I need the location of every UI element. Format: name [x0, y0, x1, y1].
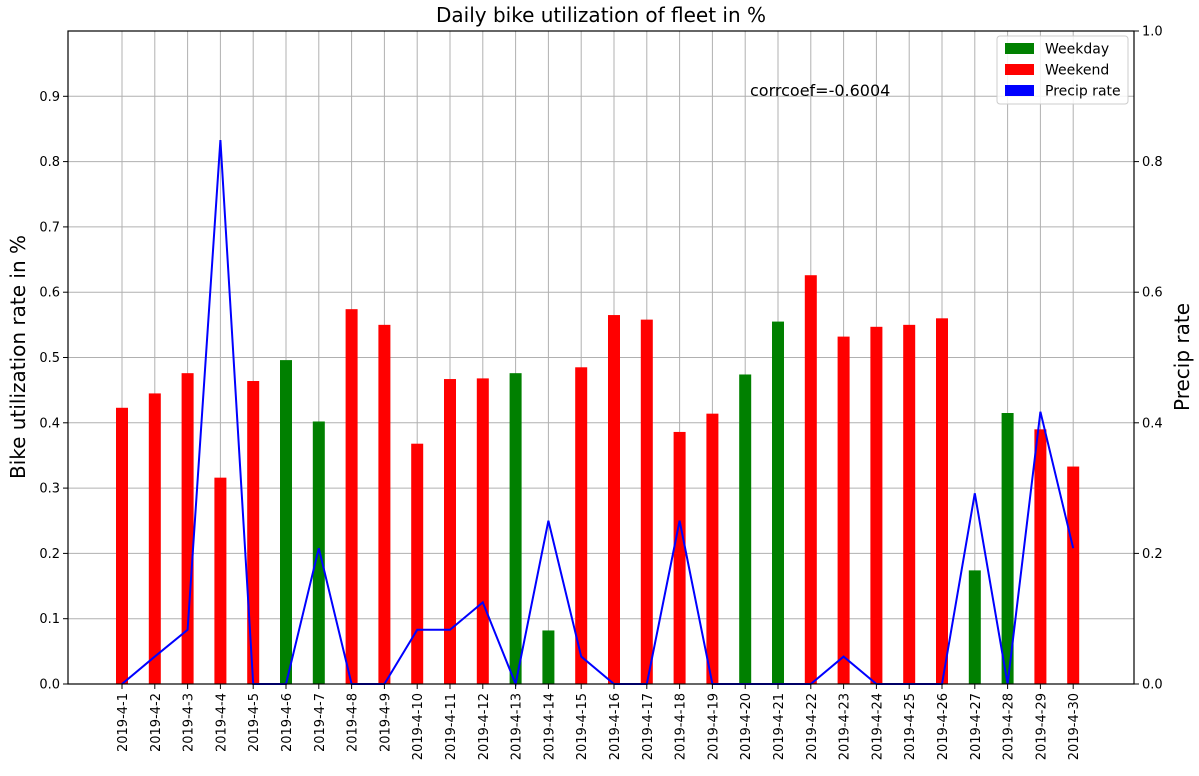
- y2-axis-label: Precip rate: [1170, 303, 1194, 411]
- x-tick-label: 2019-4-4: [214, 693, 229, 752]
- x-tick-label: 2019-4-16: [608, 693, 623, 760]
- bar-2019-4-7: [312, 421, 325, 684]
- y-tick-label: 0.8: [39, 155, 60, 170]
- bar-2019-4-21: [772, 321, 784, 684]
- y2-tick-label: 0.4: [1142, 416, 1163, 431]
- y-tick-label: 0.2: [39, 547, 60, 562]
- y2-tick-label: 0.8: [1142, 155, 1163, 170]
- precip-rate-line: [121, 139, 1075, 688]
- bar-2019-4-5: [247, 381, 260, 684]
- bar-2019-4-26: [936, 318, 948, 684]
- bar-2019-4-30: [1067, 466, 1080, 684]
- bar-2019-4-4: [214, 477, 227, 684]
- corrcoef-annotation: corrcoef=-0.6004: [750, 81, 890, 100]
- bar-2019-4-13: [509, 373, 522, 684]
- legend-swatch-weekday: [1005, 43, 1034, 54]
- bar-2019-4-15: [575, 367, 588, 684]
- bar-2019-4-25: [903, 324, 916, 684]
- y-tick-label: 0.7: [39, 220, 60, 235]
- legend-label: Weekday: [1045, 42, 1109, 58]
- x-tick-label: 2019-4-29: [1034, 693, 1049, 760]
- y2-tick-label: 1.0: [1142, 25, 1163, 40]
- y-tick-label: 0.9: [39, 90, 60, 105]
- bar-2019-4-9: [378, 324, 391, 684]
- x-tick-label: 2019-4-19: [706, 693, 721, 760]
- right-y-axis: 0.0 0.2 0.4 0.6 0.8 1.0: [1134, 25, 1163, 693]
- bar-2019-4-20: [739, 374, 752, 684]
- y-tick-label: 0.6: [39, 286, 60, 301]
- x-tick-label: 2019-4-24: [870, 693, 885, 760]
- x-tick-label: 2019-4-23: [838, 693, 853, 760]
- y-tick-label: 0.4: [39, 416, 60, 431]
- x-tick-label: 2019-4-15: [575, 693, 590, 760]
- bar-2019-4-14: [542, 630, 555, 684]
- bar-2019-4-6: [280, 360, 292, 684]
- bar-2019-4-28: [1001, 413, 1014, 684]
- bar-2019-4-1: [116, 407, 128, 684]
- legend-swatch-weekend: [1005, 64, 1034, 75]
- bar-2019-4-3: [181, 373, 194, 684]
- x-tick-label: 2019-4-28: [1002, 693, 1017, 760]
- bar-2019-4-12: [476, 378, 489, 684]
- x-tick-label: 2019-4-6: [280, 693, 295, 752]
- bar-2019-4-29: [1034, 429, 1047, 684]
- chart-title: Daily bike utilization of fleet in %: [436, 3, 766, 27]
- y-tick-label: 0.3: [39, 482, 60, 497]
- x-tick-label: 2019-4-8: [346, 693, 361, 752]
- x-tick-label: 2019-4-17: [641, 693, 656, 760]
- y2-tick-label: 0.2: [1142, 547, 1163, 562]
- x-tick-label: 2019-4-9: [378, 693, 393, 752]
- x-tick-label: 2019-4-2: [149, 693, 164, 752]
- x-tick-label: 2019-4-22: [805, 693, 820, 760]
- x-tick-label: 2019-4-27: [969, 693, 984, 760]
- bars-group: [116, 275, 1080, 684]
- bar-2019-4-10: [411, 443, 424, 684]
- bar-2019-4-8: [345, 309, 358, 684]
- x-tick-label: 2019-4-1: [116, 693, 131, 752]
- y-tick-label: 0.1: [39, 612, 60, 627]
- y2-tick-label: 0.0: [1142, 678, 1163, 693]
- x-tick-label: 2019-4-10: [411, 693, 426, 760]
- x-tick-label: 2019-4-25: [903, 693, 918, 760]
- y-tick-label: 0.0: [39, 678, 60, 693]
- bar-2019-4-22: [804, 275, 817, 684]
- bar-2019-4-27: [968, 570, 981, 684]
- x-tick-label: 2019-4-14: [542, 693, 557, 760]
- bar-2019-4-23: [837, 336, 850, 684]
- bar-2019-4-24: [870, 326, 883, 684]
- x-tick-label: 2019-4-12: [477, 693, 492, 760]
- legend-label: Precip rate: [1045, 84, 1121, 100]
- legend-label: Weekend: [1045, 63, 1109, 79]
- x-tick-label: 2019-4-13: [510, 693, 525, 760]
- x-tick-label: 2019-4-11: [444, 693, 459, 760]
- bar-2019-4-17: [640, 319, 653, 684]
- x-tick-label: 2019-4-30: [1067, 693, 1082, 760]
- left-y-axis: 0.0 0.1 0.2 0.3 0.4 0.5 0.6 0.7 0.8 0.9: [39, 90, 68, 693]
- bar-2019-4-18: [673, 431, 686, 684]
- x-tick-label: 2019-4-21: [772, 693, 787, 760]
- legend: Weekday Weekend Precip rate: [996, 35, 1129, 105]
- x-tick-label: 2019-4-7: [313, 693, 328, 752]
- bar-2019-4-16: [608, 315, 620, 684]
- y2-tick-label: 0.6: [1142, 286, 1163, 301]
- x-tick-label: 2019-4-5: [247, 693, 262, 752]
- legend-swatch-precip-rate: [1005, 85, 1034, 96]
- y-tick-label: 0.5: [39, 351, 60, 366]
- x-tick-label: 2019-4-18: [674, 693, 689, 760]
- x-tick-label: 2019-4-20: [739, 693, 754, 760]
- y-axis-label: Bike utilization rate in %: [6, 235, 30, 479]
- bar-2019-4-11: [444, 379, 456, 684]
- x-tick-label: 2019-4-3: [182, 693, 197, 752]
- x-axis: 2019-4-1 2019-4-2 2019-4-3 2019-4-4 2019-4-5…: [116, 684, 1082, 760]
- bar-2019-4-19: [706, 413, 719, 684]
- x-tick-label: 2019-4-26: [936, 693, 951, 760]
- bar-2019-4-2: [148, 393, 161, 684]
